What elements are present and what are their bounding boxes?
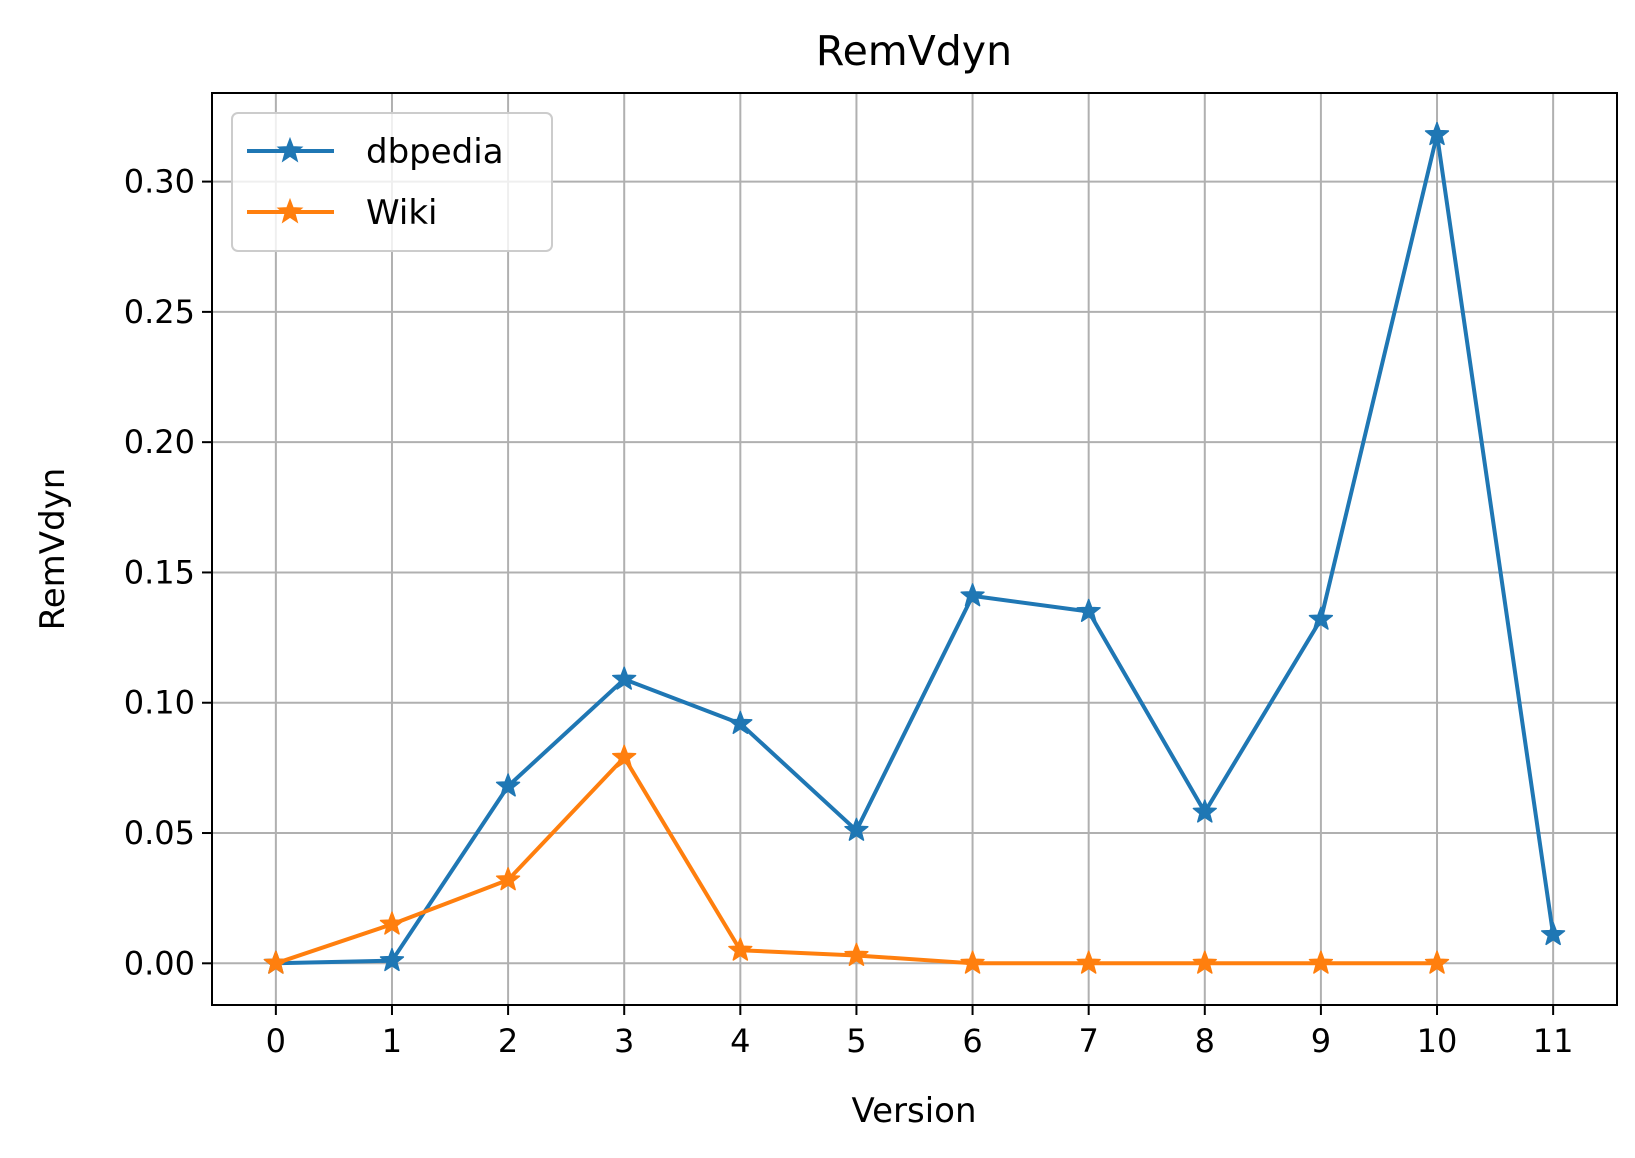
legend-marker <box>276 197 304 224</box>
data-point <box>844 942 869 966</box>
data-point <box>263 950 289 974</box>
data-point <box>1424 121 1450 146</box>
data-point <box>1076 598 1101 622</box>
y-axis-label: RemVdyn <box>33 468 73 631</box>
data-point <box>379 911 405 935</box>
data-point <box>1076 950 1101 974</box>
data-point <box>728 937 753 961</box>
data-point <box>1540 921 1566 946</box>
legend-box <box>231 112 553 252</box>
x-axis-label: Version <box>851 1091 976 1131</box>
series-layer <box>263 121 1566 974</box>
data-point <box>495 867 521 891</box>
legend-label: dbpedia <box>366 132 504 172</box>
y-tick-label: 0.20 <box>124 423 195 461</box>
plot-frame <box>211 92 1618 1006</box>
data-point <box>1424 950 1450 974</box>
x-tick-label: 6 <box>962 1022 982 1060</box>
data-point <box>1192 799 1217 823</box>
x-tick-label: 10 <box>1417 1022 1458 1060</box>
y-tick-label: 0.10 <box>124 684 195 722</box>
data-point <box>728 710 753 735</box>
data-point <box>495 773 521 797</box>
x-tick-label: 7 <box>1078 1022 1098 1060</box>
legend-item: Wiki <box>247 193 437 233</box>
chart-title: RemVdyn <box>816 27 1012 75</box>
x-tick-label: 8 <box>1195 1022 1215 1060</box>
x-tick-label: 0 <box>266 1022 286 1060</box>
legend-label: Wiki <box>366 193 437 233</box>
data-point <box>844 817 869 841</box>
x-tick-label: 5 <box>846 1022 866 1060</box>
x-tick-label: 11 <box>1533 1022 1574 1060</box>
data-point <box>960 583 985 607</box>
x-axis: 0 1 2 3 4 5 6 7 8 9 10 11 <box>266 1005 1574 1060</box>
data-point <box>612 744 637 768</box>
legend: dbpedia Wiki <box>231 112 553 252</box>
y-tick-label: 0.05 <box>124 814 195 852</box>
series-wiki <box>263 744 1450 974</box>
x-tick-label: 9 <box>1311 1022 1331 1060</box>
y-tick-label: 0.30 <box>124 163 195 201</box>
x-tick-label: 3 <box>614 1022 634 1060</box>
data-point <box>1308 606 1334 630</box>
x-tick-label: 2 <box>498 1022 518 1060</box>
data-point <box>1192 950 1217 974</box>
data-point <box>960 950 985 974</box>
data-point <box>379 947 405 972</box>
legend-marker <box>276 136 304 163</box>
x-tick-label: 1 <box>382 1022 402 1060</box>
y-axis: 0.00 0.05 0.10 0.15 0.20 0.25 0.30 <box>124 163 212 982</box>
legend-item: dbpedia <box>247 132 504 172</box>
data-point <box>612 666 637 690</box>
series-line <box>273 132 1556 966</box>
data-point <box>1308 950 1334 974</box>
y-tick-label: 0.25 <box>124 293 195 331</box>
x-tick-label: 4 <box>730 1022 750 1060</box>
y-tick-label: 0.15 <box>124 553 195 591</box>
y-tick-label: 0.00 <box>124 944 195 982</box>
